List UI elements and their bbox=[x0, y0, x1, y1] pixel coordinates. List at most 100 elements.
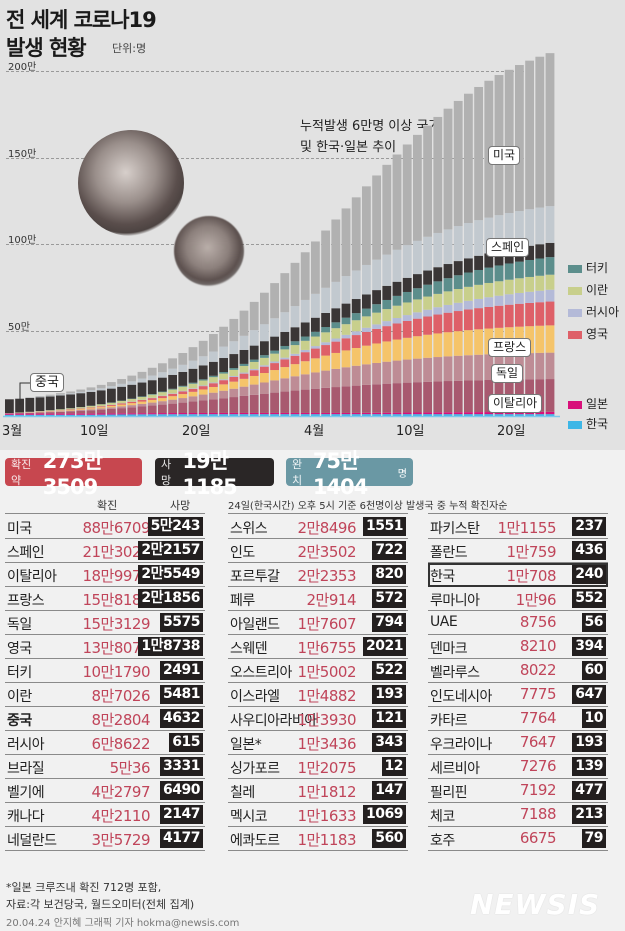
bar-segment bbox=[137, 371, 147, 379]
deaths-value: 5481 bbox=[160, 685, 203, 704]
bar-segment bbox=[198, 394, 208, 401]
bar-segment bbox=[535, 290, 545, 303]
bar-segment bbox=[402, 412, 412, 415]
bar-segment bbox=[484, 306, 494, 329]
bar-segment bbox=[147, 414, 157, 416]
confirmed-value: 8756 bbox=[519, 613, 557, 631]
bar-segment bbox=[219, 384, 228, 391]
bar-segment bbox=[96, 388, 106, 391]
bar-segment bbox=[260, 414, 269, 416]
bar-segment bbox=[107, 408, 116, 414]
bar-segment bbox=[515, 211, 524, 248]
bar-segment bbox=[76, 409, 86, 411]
bar-segment bbox=[249, 368, 259, 371]
bar-segment bbox=[392, 318, 402, 324]
bar-segment bbox=[290, 364, 300, 377]
bar-segment bbox=[96, 404, 106, 407]
confirmed-value: 1만1812 bbox=[297, 783, 356, 801]
bar-segment bbox=[515, 411, 524, 415]
bar-segment bbox=[158, 404, 167, 414]
bar-segment bbox=[209, 351, 218, 362]
bar-segment bbox=[331, 412, 341, 415]
bar-segment bbox=[382, 326, 392, 342]
bar-segment bbox=[147, 402, 157, 406]
bar-segment bbox=[300, 352, 310, 362]
bar-segment bbox=[382, 414, 392, 416]
bar-segment bbox=[362, 308, 371, 317]
country-name: 이스라엘 bbox=[230, 689, 280, 705]
bar-segment bbox=[198, 414, 208, 416]
bar-segment bbox=[351, 347, 361, 366]
table-column-3: 파키스탄 1만1155 237 폴란드 1만759 436 한국 1만708 240 루마니아 1만… bbox=[428, 515, 608, 851]
bar-segment bbox=[413, 240, 422, 275]
bar-segment bbox=[311, 372, 320, 389]
bar-segment bbox=[362, 186, 371, 265]
table-row: 세르비아 7276 139 bbox=[428, 755, 608, 779]
bar-segment bbox=[545, 242, 555, 258]
country-name: 인도 bbox=[230, 545, 255, 561]
bar-segment bbox=[280, 331, 290, 346]
bar-segment bbox=[474, 298, 483, 309]
country-name: 에콰도르 bbox=[230, 833, 280, 849]
bar-segment bbox=[239, 363, 249, 366]
country-name: 필리핀 bbox=[430, 785, 468, 801]
bar-segment bbox=[66, 391, 75, 394]
bar-segment bbox=[96, 406, 106, 408]
table-row: 오스트리아 1만5002 522 bbox=[228, 659, 408, 683]
bar-segment bbox=[504, 263, 514, 280]
bar-segment bbox=[76, 389, 86, 392]
bar-segment bbox=[525, 260, 534, 277]
bar-segment bbox=[372, 412, 381, 415]
chart-area: 전 세계 코로나19 발생 현황 단위:명 200만 150만 100만 50만… bbox=[0, 0, 625, 450]
country-name: 스웨덴 bbox=[230, 641, 268, 657]
confirmed-value: 1만1183 bbox=[297, 831, 356, 849]
bar-segment bbox=[168, 396, 177, 400]
bar-segment bbox=[86, 390, 96, 392]
confirmed-value: 7188 bbox=[519, 805, 557, 823]
bar-segment bbox=[5, 413, 14, 415]
bar-segment bbox=[290, 412, 300, 415]
bar-segment bbox=[392, 281, 402, 296]
bar-segment bbox=[219, 326, 228, 347]
bar-segment bbox=[372, 175, 381, 260]
bar-segment bbox=[484, 414, 494, 416]
bar-segment bbox=[229, 412, 239, 415]
deaths-value: 4177 bbox=[160, 829, 203, 848]
bar-segment bbox=[341, 414, 351, 416]
bar-segment bbox=[515, 303, 524, 327]
bar-segment bbox=[300, 252, 310, 300]
bar-segment bbox=[127, 399, 137, 402]
bar-segment bbox=[270, 412, 279, 415]
confirmed-value: 7192 bbox=[519, 781, 557, 799]
confirmed-value: 1만1155 bbox=[497, 519, 556, 537]
deaths-value: 4632 bbox=[160, 709, 203, 728]
country-name: 벨라루스 bbox=[430, 665, 480, 681]
bar-segment bbox=[545, 206, 555, 243]
label-germany: 독일 bbox=[491, 364, 524, 383]
bar-segment bbox=[229, 414, 239, 416]
table-row: 루마니아 1만96 552 bbox=[428, 587, 608, 611]
bar-segment bbox=[464, 223, 473, 259]
bar-segment bbox=[331, 338, 341, 342]
legend-iran: 이란 bbox=[568, 281, 608, 298]
confirmed-value: 7276 bbox=[519, 757, 557, 775]
bar-segment bbox=[321, 327, 330, 333]
ytick-150: 150만 bbox=[8, 149, 37, 160]
bar-segment bbox=[290, 376, 300, 391]
bar-segment bbox=[535, 244, 545, 259]
bar-segment bbox=[341, 386, 351, 413]
bar-segment bbox=[464, 258, 473, 273]
bar-segment bbox=[484, 412, 494, 415]
bar-segment bbox=[433, 293, 443, 308]
xtick-mar10: 10일 bbox=[80, 424, 109, 439]
bar-segment bbox=[239, 414, 249, 416]
legend-swatch bbox=[568, 264, 582, 273]
bar-segment bbox=[147, 380, 157, 395]
bar-segment bbox=[168, 358, 177, 369]
bar-segment bbox=[351, 331, 361, 336]
bar-segment bbox=[56, 393, 65, 395]
table-row: 폴란드 1만759 436 bbox=[428, 539, 608, 563]
bar-segment bbox=[127, 384, 137, 399]
bar-segment bbox=[300, 340, 310, 350]
bar-segment bbox=[321, 414, 330, 416]
